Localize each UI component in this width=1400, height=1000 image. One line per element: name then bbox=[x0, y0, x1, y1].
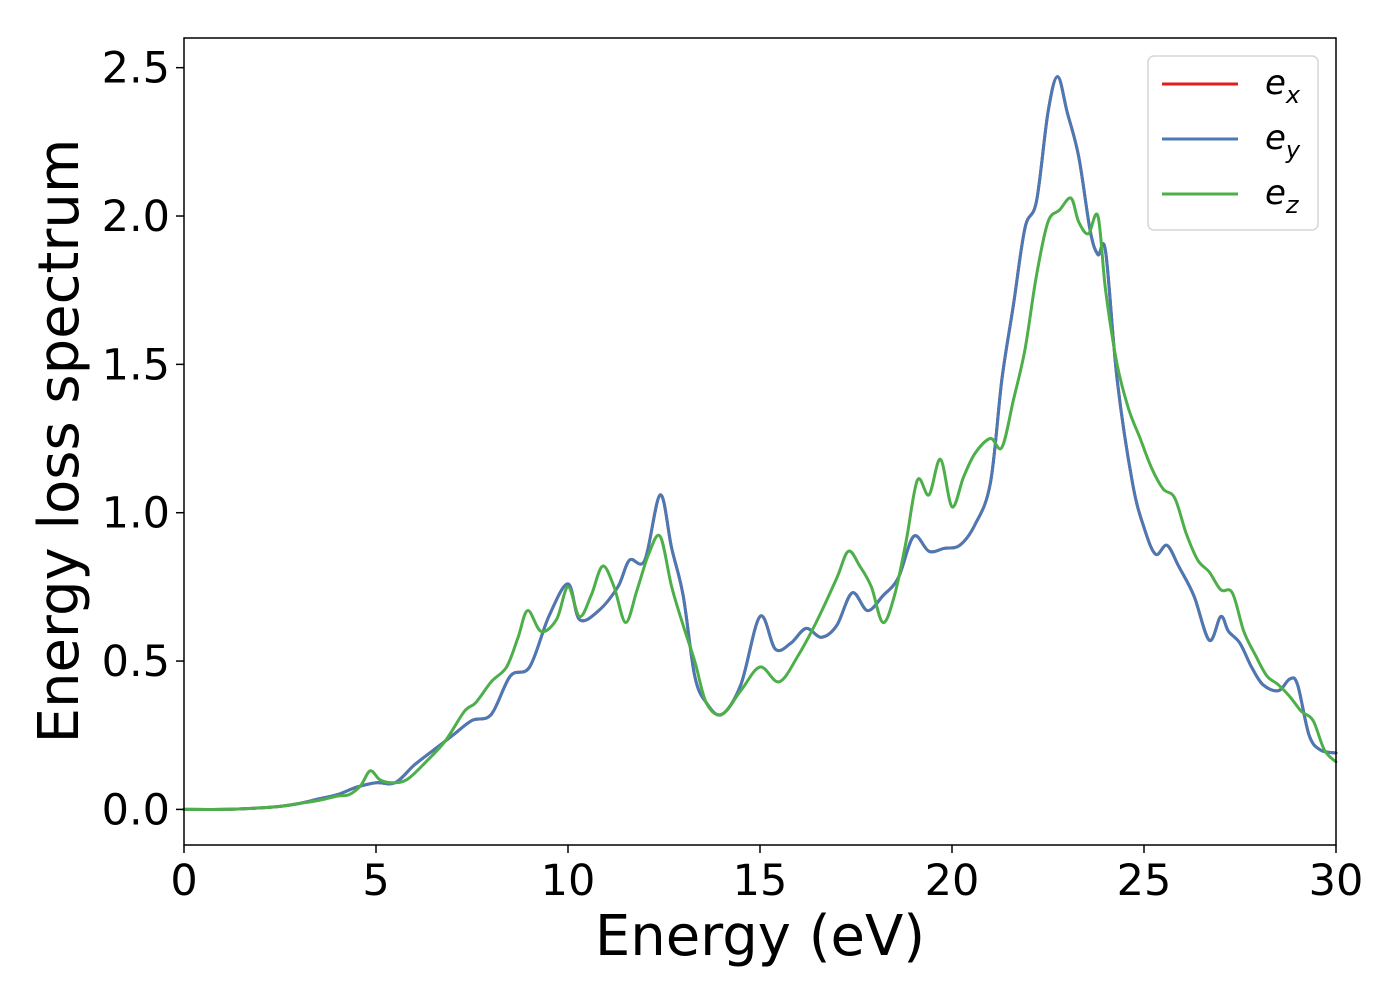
y-tick-label: 2.0 bbox=[102, 192, 170, 242]
series-line-e-z bbox=[182, 196, 1338, 811]
legend-box bbox=[1147, 55, 1319, 231]
legend-label-e-y: ey bbox=[1265, 118, 1301, 164]
x-tick-label: 30 bbox=[1309, 856, 1364, 906]
y-axis-ticks: 0.0 0.5 1.0 1.5 2.0 2.5 bbox=[102, 44, 184, 835]
x-tick-label: 15 bbox=[733, 856, 788, 906]
y-tick-label: 0.0 bbox=[102, 785, 170, 835]
x-axis-title: Energy (eV) bbox=[595, 904, 925, 969]
y-tick-label: 1.0 bbox=[102, 489, 170, 539]
x-tick-label: 0 bbox=[170, 856, 197, 906]
legend: ex ey ez bbox=[1147, 55, 1319, 231]
legend-label-e-z: ez bbox=[1265, 173, 1300, 219]
y-axis-title: Energy loss spectrum bbox=[27, 139, 92, 744]
plot-lines bbox=[182, 75, 1338, 811]
x-tick-label: 5 bbox=[362, 856, 389, 906]
y-tick-label: 1.5 bbox=[102, 340, 170, 390]
x-axis-ticks: 0 5 10 15 20 25 30 bbox=[170, 845, 1363, 906]
x-tick-label: 20 bbox=[925, 856, 980, 906]
x-tick-label: 25 bbox=[1117, 856, 1172, 906]
y-tick-label: 2.5 bbox=[102, 44, 170, 94]
legend-label-e-x: ex bbox=[1265, 63, 1301, 109]
y-tick-label: 0.5 bbox=[102, 637, 170, 687]
x-tick-label: 10 bbox=[541, 856, 596, 906]
